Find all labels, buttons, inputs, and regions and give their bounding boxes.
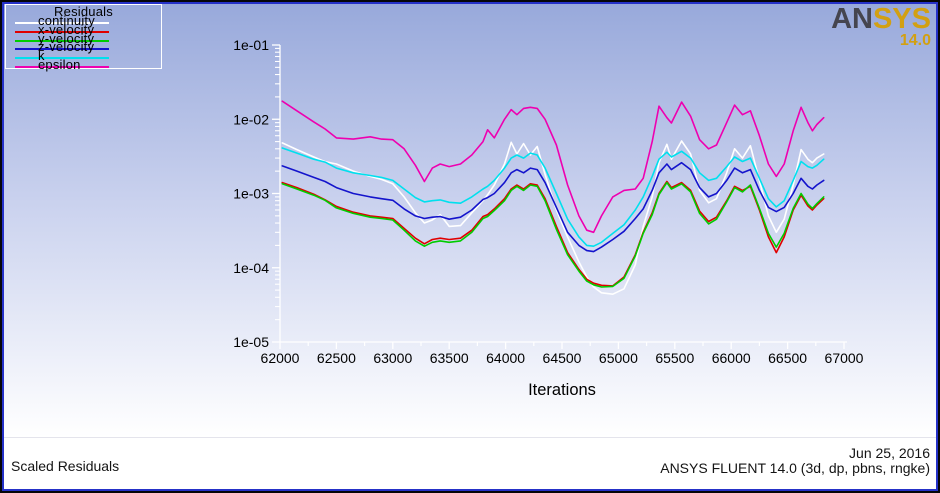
x-tick-label: 66000 — [712, 350, 751, 366]
plot-canvas[interactable]: 62000 62500 63000 63500 64000 64500 65000 65500… — [4, 4, 936, 437]
ansys-logo: ANSYS 14.0 — [831, 4, 931, 49]
x-tick-label: 65500 — [655, 350, 694, 366]
x-tick-label: 62500 — [317, 350, 356, 366]
x-tick-label: 64500 — [543, 350, 582, 366]
legend-item-k: k — [6, 49, 161, 62]
x-tick-label: 65000 — [599, 350, 638, 366]
x-tick-label: 62000 — [261, 350, 300, 366]
ansys-logo-sys: SYS — [872, 4, 931, 35]
residuals-chart: 62000 62500 63000 63500 64000 64500 65000 65500… — [233, 37, 864, 399]
residuals-legend: Residuals continuity x-velocity y-veloci… — [5, 4, 162, 71]
ansys-logo-an: AN — [831, 4, 873, 35]
z-velocity-line-swatch — [15, 48, 109, 51]
plot-caption: Scaled Residuals — [11, 458, 120, 474]
legend-item-continuity: continuity — [6, 14, 161, 27]
legend-item-y-velocity: y-velocity — [6, 32, 161, 45]
k-line-swatch — [15, 57, 109, 60]
footer-info: Jun 25, 2016 ANSYS FLUENT 14.0 (3d, dp, … — [660, 446, 930, 476]
x-velocity-line-swatch — [15, 30, 109, 33]
series-y-velocity-line — [281, 181, 825, 288]
y-tick-label: 1e-03 — [233, 186, 269, 202]
y-tick-label: 1e-05 — [233, 334, 269, 350]
x-tick-label: 64000 — [486, 350, 525, 366]
y-tick-label: 1e-02 — [233, 111, 269, 127]
legend-title: Residuals — [54, 4, 113, 19]
caption-bar: Scaled Residuals Jun 25, 2016 ANSYS FLUE… — [4, 437, 936, 489]
footer-solver-info: ANSYS FLUENT 14.0 (3d, dp, pbns, rngke) — [660, 460, 930, 476]
x-tick-label: 67000 — [825, 350, 864, 366]
ansys-logo-version: 14.0 — [899, 32, 931, 49]
epsilon-line-swatch — [15, 65, 109, 68]
legend-item-z-velocity: z-velocity — [6, 40, 161, 53]
series-k-line — [281, 147, 825, 247]
x-tick-label: 63000 — [373, 350, 412, 366]
continuity-line-swatch — [15, 22, 109, 24]
x-tick-label: 66500 — [768, 350, 807, 366]
y-tick-label: 1e-01 — [233, 37, 269, 53]
ansys-logo-text: ANSYS — [831, 4, 931, 35]
series-z-velocity-line — [281, 161, 825, 253]
legend-item-epsilon: epsilon — [6, 58, 161, 71]
series-epsilon-line — [281, 100, 825, 234]
x-axis-title: Iterations — [528, 381, 596, 399]
footer-date: Jun 25, 2016 — [849, 445, 930, 461]
x-tick-label: 63500 — [430, 350, 469, 366]
y-tick-label: 1e-04 — [233, 260, 269, 276]
legend-item-x-velocity: x-velocity — [6, 23, 161, 36]
y-velocity-line-swatch — [15, 39, 109, 42]
series-continuity-line — [281, 140, 825, 296]
